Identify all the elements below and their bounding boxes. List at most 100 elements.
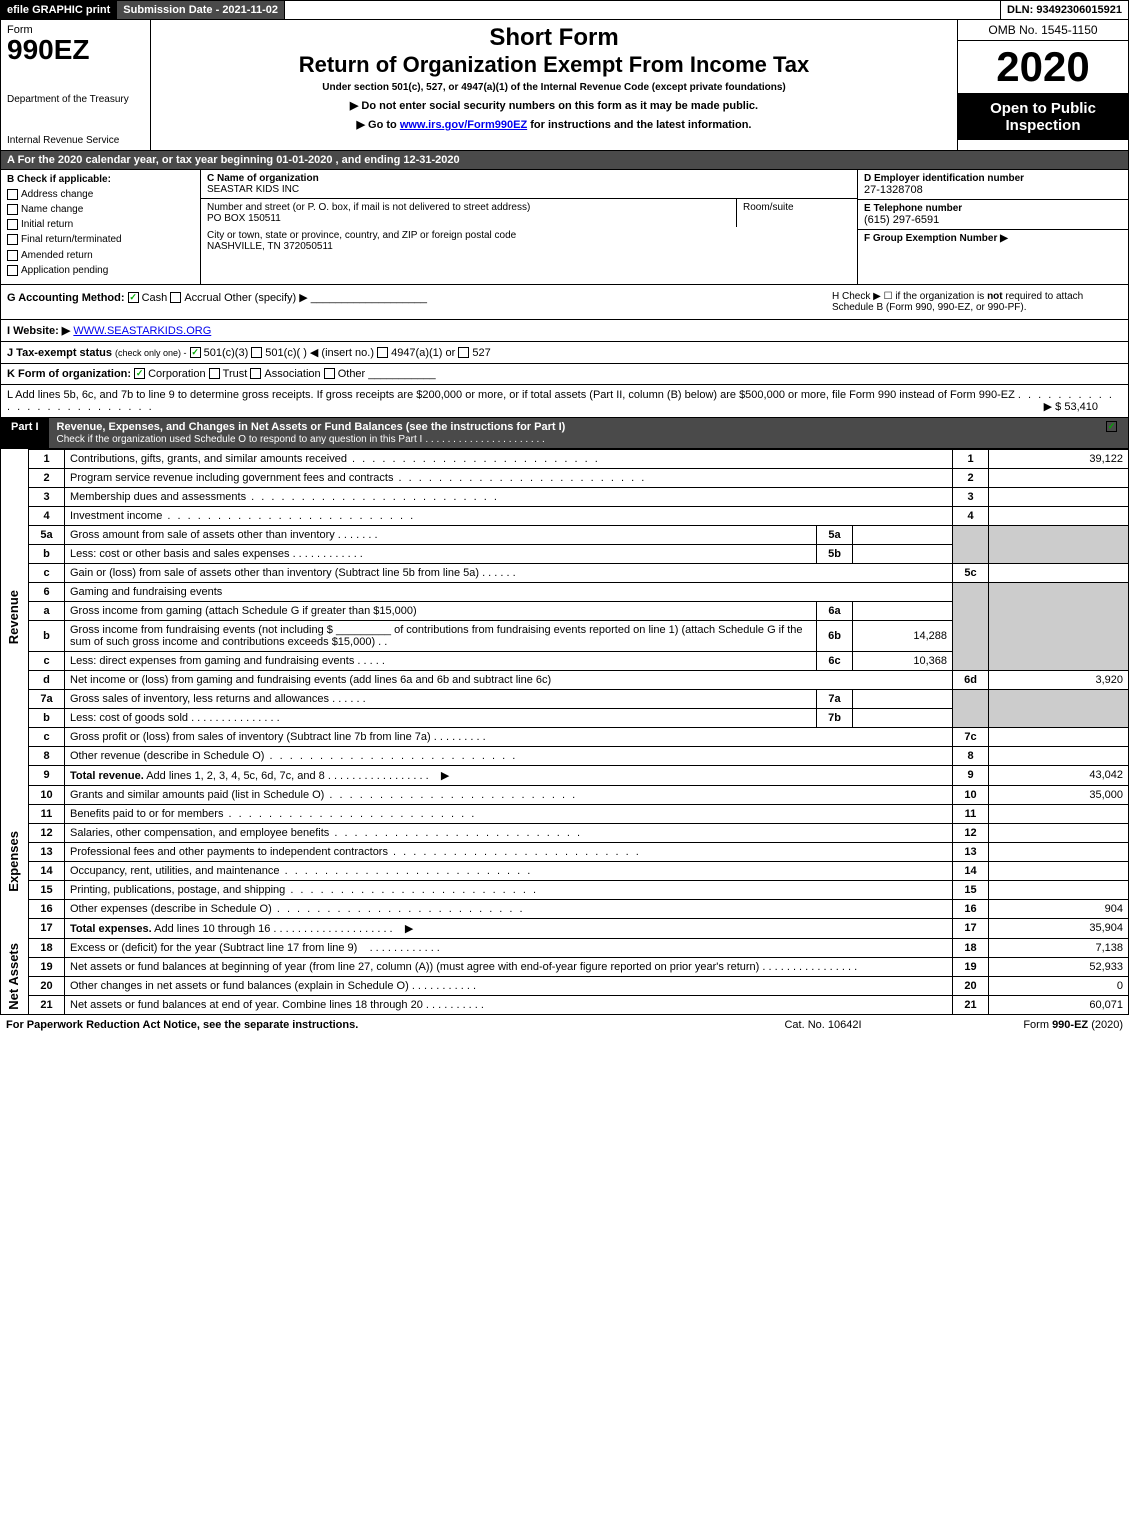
line-ref: 11	[953, 804, 989, 823]
g-cash: Cash	[142, 292, 168, 304]
efile-print-button[interactable]: efile GRAPHIC print	[1, 1, 117, 19]
table-row: 12 Salaries, other compensation, and emp…	[1, 823, 1129, 842]
checkbox-icon[interactable]	[7, 189, 18, 200]
j-4947: 4947(a)(1) or	[391, 347, 455, 359]
part1-checkbox-icon[interactable]	[1106, 421, 1117, 432]
section-i: I Website: ▶ WWW.SEASTARKIDS.ORG	[0, 320, 1129, 342]
go-suffix: for instructions and the latest informat…	[527, 119, 751, 131]
checkbox-other-icon[interactable]	[324, 368, 335, 379]
table-row: Expenses 10 Grants and similar amounts p…	[1, 785, 1129, 804]
shaded-cell	[953, 689, 989, 727]
line-num: d	[29, 670, 65, 689]
sub-line-value	[853, 601, 953, 620]
line-value: 35,000	[989, 785, 1129, 804]
checkbox-accrual-icon[interactable]	[170, 292, 181, 303]
line-desc: Net assets or fund balances at beginning…	[65, 957, 953, 976]
form-number: 990EZ	[7, 36, 144, 64]
section-gh: G Accounting Method: Cash Accrual Other …	[0, 285, 1129, 320]
line-desc: Less: cost of goods sold . . . . . . . .…	[65, 708, 817, 727]
part1-table: Revenue 1 Contributions, gifts, grants, …	[0, 449, 1129, 1015]
line-value: 0	[989, 976, 1129, 995]
line-num: 6	[29, 582, 65, 601]
footer-left: For Paperwork Reduction Act Notice, see …	[6, 1019, 723, 1031]
line-ref: 4	[953, 506, 989, 525]
checkbox-501c-icon[interactable]	[251, 347, 262, 358]
line-value	[989, 727, 1129, 746]
line-desc: Investment income	[65, 506, 953, 525]
checkbox-assoc-icon[interactable]	[250, 368, 261, 379]
table-row: 14 Occupancy, rent, utilities, and maint…	[1, 861, 1129, 880]
checkbox-icon[interactable]	[7, 219, 18, 230]
g-label: G Accounting Method:	[7, 292, 125, 304]
line-ref: 19	[953, 957, 989, 976]
b-address-change: Address change	[7, 189, 194, 200]
checkbox-4947-icon[interactable]	[377, 347, 388, 358]
line-ref: 10	[953, 785, 989, 804]
section-h: H Check ▶ ☐ if the organization is not r…	[832, 291, 1122, 313]
sub-line-num: 6b	[817, 620, 853, 651]
line-value	[989, 487, 1129, 506]
spacer	[285, 1, 1001, 19]
line-num: 17	[29, 918, 65, 938]
part1-sub: Check if the organization used Schedule …	[57, 434, 423, 445]
go-prefix: ▶ Go to	[357, 119, 400, 131]
shaded-cell	[989, 525, 1129, 563]
sub-line-value	[853, 544, 953, 563]
line-desc: Gain or (loss) from sale of assets other…	[65, 563, 953, 582]
e-telephone: (615) 297-6591	[864, 214, 1122, 226]
website-link[interactable]: WWW.SEASTARKIDS.ORG	[73, 325, 211, 337]
omb-number: OMB No. 1545-1150	[958, 20, 1128, 41]
line-num: 1	[29, 449, 65, 468]
checkbox-501c3-icon[interactable]	[190, 347, 201, 358]
line-desc: Less: direct expenses from gaming and fu…	[65, 651, 817, 670]
line-num: 11	[29, 804, 65, 823]
line-num: 3	[29, 487, 65, 506]
sub-line-num: 7a	[817, 689, 853, 708]
k-label: K Form of organization:	[7, 368, 131, 380]
g-other: Other (specify) ▶	[224, 292, 308, 304]
line-num: 7a	[29, 689, 65, 708]
header-left: Form 990EZ Department of the Treasury In…	[1, 20, 151, 150]
table-row: d Net income or (loss) from gaming and f…	[1, 670, 1129, 689]
checkbox-corp-icon[interactable]	[134, 368, 145, 379]
k-corp: Corporation	[148, 368, 205, 380]
line-ref: 7c	[953, 727, 989, 746]
line-desc: Program service revenue including govern…	[65, 468, 953, 487]
checkbox-trust-icon[interactable]	[209, 368, 220, 379]
line-ref: 18	[953, 938, 989, 957]
irs-link[interactable]: www.irs.gov/Form990EZ	[400, 119, 527, 131]
table-row: 11 Benefits paid to or for members 11	[1, 804, 1129, 823]
k-trust: Trust	[223, 368, 248, 380]
checkbox-icon[interactable]	[7, 250, 18, 261]
section-bcd: B Check if applicable: Address change Na…	[0, 170, 1129, 285]
checkbox-icon[interactable]	[7, 204, 18, 215]
form-header: Form 990EZ Department of the Treasury In…	[0, 20, 1129, 151]
line-ref: 21	[953, 995, 989, 1014]
line-num: 14	[29, 861, 65, 880]
department-label: Department of the Treasury	[7, 94, 144, 105]
dln-number: DLN: 93492306015921	[1001, 1, 1128, 19]
section-def: D Employer identification number 27-1328…	[858, 170, 1128, 284]
table-row: 20 Other changes in net assets or fund b…	[1, 976, 1129, 995]
line-value	[989, 506, 1129, 525]
c-room-label: Room/suite	[737, 199, 857, 227]
h-text1: H Check ▶ ☐ if the organization is	[832, 291, 987, 302]
checkbox-icon[interactable]	[7, 265, 18, 276]
section-a-bar: A For the 2020 calendar year, or tax yea…	[0, 151, 1129, 170]
line-ref: 6d	[953, 670, 989, 689]
shaded-cell	[989, 689, 1129, 727]
submission-date: Submission Date - 2021-11-02	[117, 1, 285, 19]
checkbox-527-icon[interactable]	[458, 347, 469, 358]
table-row: Net Assets 18 Excess or (deficit) for th…	[1, 938, 1129, 957]
sub-line-value: 14,288	[853, 620, 953, 651]
shaded-cell	[953, 582, 989, 670]
checkbox-icon[interactable]	[7, 234, 18, 245]
header-right: OMB No. 1545-1150 2020 Open to Public In…	[958, 20, 1128, 150]
goto-line: ▶ Go to www.irs.gov/Form990EZ for instru…	[159, 118, 949, 131]
line-num: b	[29, 544, 65, 563]
line-num: 19	[29, 957, 65, 976]
c-city-label: City or town, state or province, country…	[207, 230, 851, 241]
checkbox-cash-icon[interactable]	[128, 292, 139, 303]
line-value: 3,920	[989, 670, 1129, 689]
shaded-cell	[953, 525, 989, 563]
